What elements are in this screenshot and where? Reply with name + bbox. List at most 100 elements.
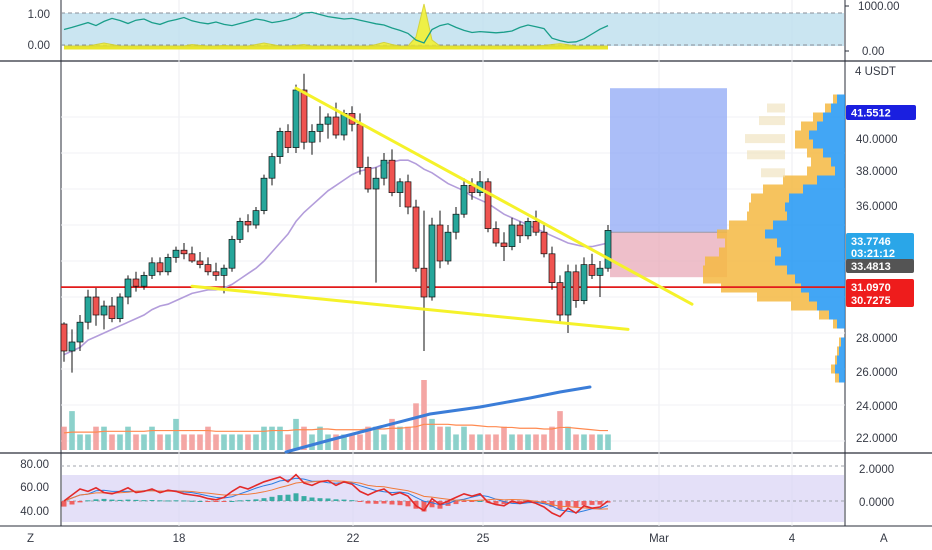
volume-bar: [205, 426, 211, 450]
macd-histogram-bar: [293, 493, 299, 501]
candle[interactable]: [228, 235, 236, 272]
candle[interactable]: [156, 257, 164, 276]
candle[interactable]: [68, 329, 76, 373]
price-tick: 22.0000: [856, 433, 898, 445]
volume-bar: [317, 426, 323, 450]
volume-bar: [61, 426, 67, 450]
candle[interactable]: [516, 221, 524, 243]
candle[interactable]: [508, 217, 516, 251]
candle[interactable]: [396, 178, 404, 207]
candle-body: [508, 224, 516, 247]
trendline[interactable]: [190, 284, 630, 331]
candle[interactable]: [388, 149, 396, 197]
top-left-axis: 1.00 0.00: [28, 9, 50, 52]
candle[interactable]: [84, 289, 92, 330]
candle[interactable]: [180, 243, 188, 260]
candle[interactable]: [148, 257, 156, 279]
trendline[interactable]: [294, 86, 694, 306]
candle[interactable]: [100, 300, 108, 330]
macd-histogram-bar: [597, 501, 603, 505]
candle[interactable]: [292, 84, 300, 153]
bottom-left-tick: 40.00: [20, 506, 49, 518]
candle[interactable]: [540, 225, 548, 258]
volume-profile-bar-blue: [787, 211, 845, 221]
candle[interactable]: [164, 253, 172, 276]
candle-body: [316, 123, 324, 132]
candle[interactable]: [556, 275, 564, 323]
candle[interactable]: [380, 153, 388, 186]
candle[interactable]: [460, 178, 468, 218]
candle[interactable]: [92, 288, 100, 326]
volume-bar: [213, 434, 219, 450]
top-indicator-panel[interactable]: [61, 3, 845, 50]
target-zone[interactable]: [610, 88, 727, 233]
candle[interactable]: [212, 262, 220, 281]
candle[interactable]: [316, 106, 324, 143]
candle[interactable]: [252, 207, 260, 229]
candle-body: [516, 224, 524, 237]
candle[interactable]: [436, 210, 444, 269]
candle[interactable]: [404, 174, 412, 215]
candle[interactable]: [132, 271, 140, 292]
candle[interactable]: [60, 322, 68, 362]
bottom-right-tick: 2.0000: [859, 464, 894, 476]
candle[interactable]: [204, 257, 212, 276]
candle[interactable]: [580, 257, 588, 305]
macd-histogram-bar: [341, 499, 347, 501]
bottom-oscillator-panel[interactable]: [61, 465, 845, 522]
candle[interactable]: [188, 246, 196, 263]
candle[interactable]: [284, 124, 292, 153]
candle[interactable]: [564, 264, 572, 333]
macd-histogram-bar: [85, 500, 91, 502]
candle[interactable]: [124, 275, 132, 305]
candle[interactable]: [492, 221, 500, 247]
candle[interactable]: [420, 210, 428, 351]
candle[interactable]: [596, 261, 604, 297]
candle[interactable]: [76, 315, 84, 351]
candle[interactable]: [428, 217, 436, 301]
candle[interactable]: [172, 246, 180, 263]
target-price-text: 41.5512: [851, 108, 891, 120]
volume-bar: [453, 434, 459, 450]
candle-body: [372, 177, 380, 190]
candle[interactable]: [268, 153, 276, 186]
candle[interactable]: [452, 207, 460, 240]
volume-bar: [405, 426, 411, 450]
candle[interactable]: [196, 252, 204, 269]
candle[interactable]: [236, 217, 244, 243]
candle[interactable]: [524, 217, 532, 240]
candle[interactable]: [444, 225, 452, 265]
candle[interactable]: [604, 225, 612, 272]
volume-profile-bar-blue: [835, 166, 845, 176]
candle[interactable]: [548, 246, 556, 290]
price-axis[interactable]: 4 USDT 40.0000 38.0000 36.0000 28.0000 2…: [855, 66, 898, 445]
candle[interactable]: [276, 127, 284, 164]
candle[interactable]: [300, 73, 308, 150]
candle[interactable]: [500, 232, 508, 261]
volume-bar: [573, 434, 579, 450]
candle[interactable]: [484, 178, 492, 233]
candle[interactable]: [372, 167, 380, 283]
macd-histogram-bar: [589, 501, 595, 505]
candle[interactable]: [308, 124, 316, 155]
candle[interactable]: [364, 156, 372, 193]
volume-bar: [533, 434, 539, 450]
candle[interactable]: [116, 293, 124, 323]
volume-bar: [69, 411, 75, 450]
candle[interactable]: [412, 199, 420, 272]
candle[interactable]: [244, 214, 252, 233]
candle-body: [500, 242, 508, 247]
volume-bar: [181, 434, 187, 450]
candle[interactable]: [324, 113, 332, 139]
candle[interactable]: [140, 271, 148, 290]
candle[interactable]: [260, 174, 268, 215]
volume-bar: [397, 426, 403, 450]
candle[interactable]: [108, 297, 116, 323]
price-panel[interactable]: [60, 73, 845, 454]
candle[interactable]: [588, 253, 596, 279]
time-axis[interactable]: Z 18 22 25 Mar 4 A: [27, 533, 888, 545]
volume-bar: [565, 426, 571, 450]
candle[interactable]: [572, 264, 580, 308]
candle[interactable]: [532, 210, 540, 236]
